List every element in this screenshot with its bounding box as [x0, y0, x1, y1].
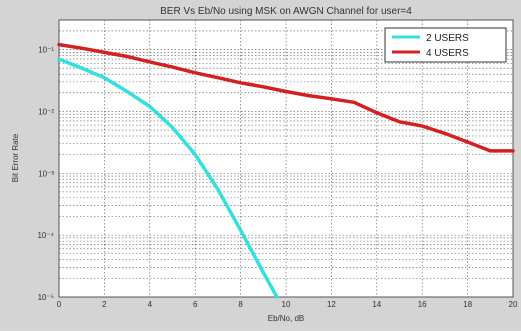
x-tick-label: 20 [509, 300, 518, 309]
y-tick-label: 10⁻⁵ [38, 293, 54, 302]
chart-title: BER Vs Eb/No using MSK on AWGN Channel f… [160, 6, 412, 17]
x-axis-label: Eb/No, dB [268, 314, 304, 323]
series-line-2-users [57, 57, 279, 299]
series-lines [57, 42, 515, 299]
x-tick-label: 0 [57, 300, 62, 309]
legend-box [384, 27, 507, 63]
x-tick-label: 10 [282, 300, 291, 309]
x-tick-label: 6 [193, 300, 198, 309]
series-line-4-users [57, 42, 515, 153]
x-tick-label: 12 [327, 300, 336, 309]
x-tick-label: 14 [372, 300, 381, 309]
x-tick-label: 8 [238, 300, 243, 309]
y-tick-label: 10⁻² [38, 107, 54, 116]
y-tick-label: 10⁻³ [38, 169, 54, 178]
x-tick-label: 4 [148, 300, 153, 309]
legend-label-2-users: 2 USERS [426, 33, 469, 44]
tick-labels: 0 2 4 6 8 10 12 14 16 18 20 10⁻⁵ 10⁻⁴ 10⁻³ 10⁻² 10⁻¹ [37, 46, 518, 309]
x-tick-label: 2 [102, 300, 107, 309]
y-axis-label: Bit Error Rate [11, 133, 20, 182]
x-tick-label: 18 [463, 300, 472, 309]
y-tick-label: 10⁻¹ [38, 46, 54, 55]
legend-label-4-users: 4 USERS [426, 48, 469, 59]
x-tick-label: 16 [418, 300, 427, 309]
y-tick-label: 10⁻⁴ [37, 231, 54, 240]
legend: 2 USERS 4 USERS [384, 27, 507, 63]
